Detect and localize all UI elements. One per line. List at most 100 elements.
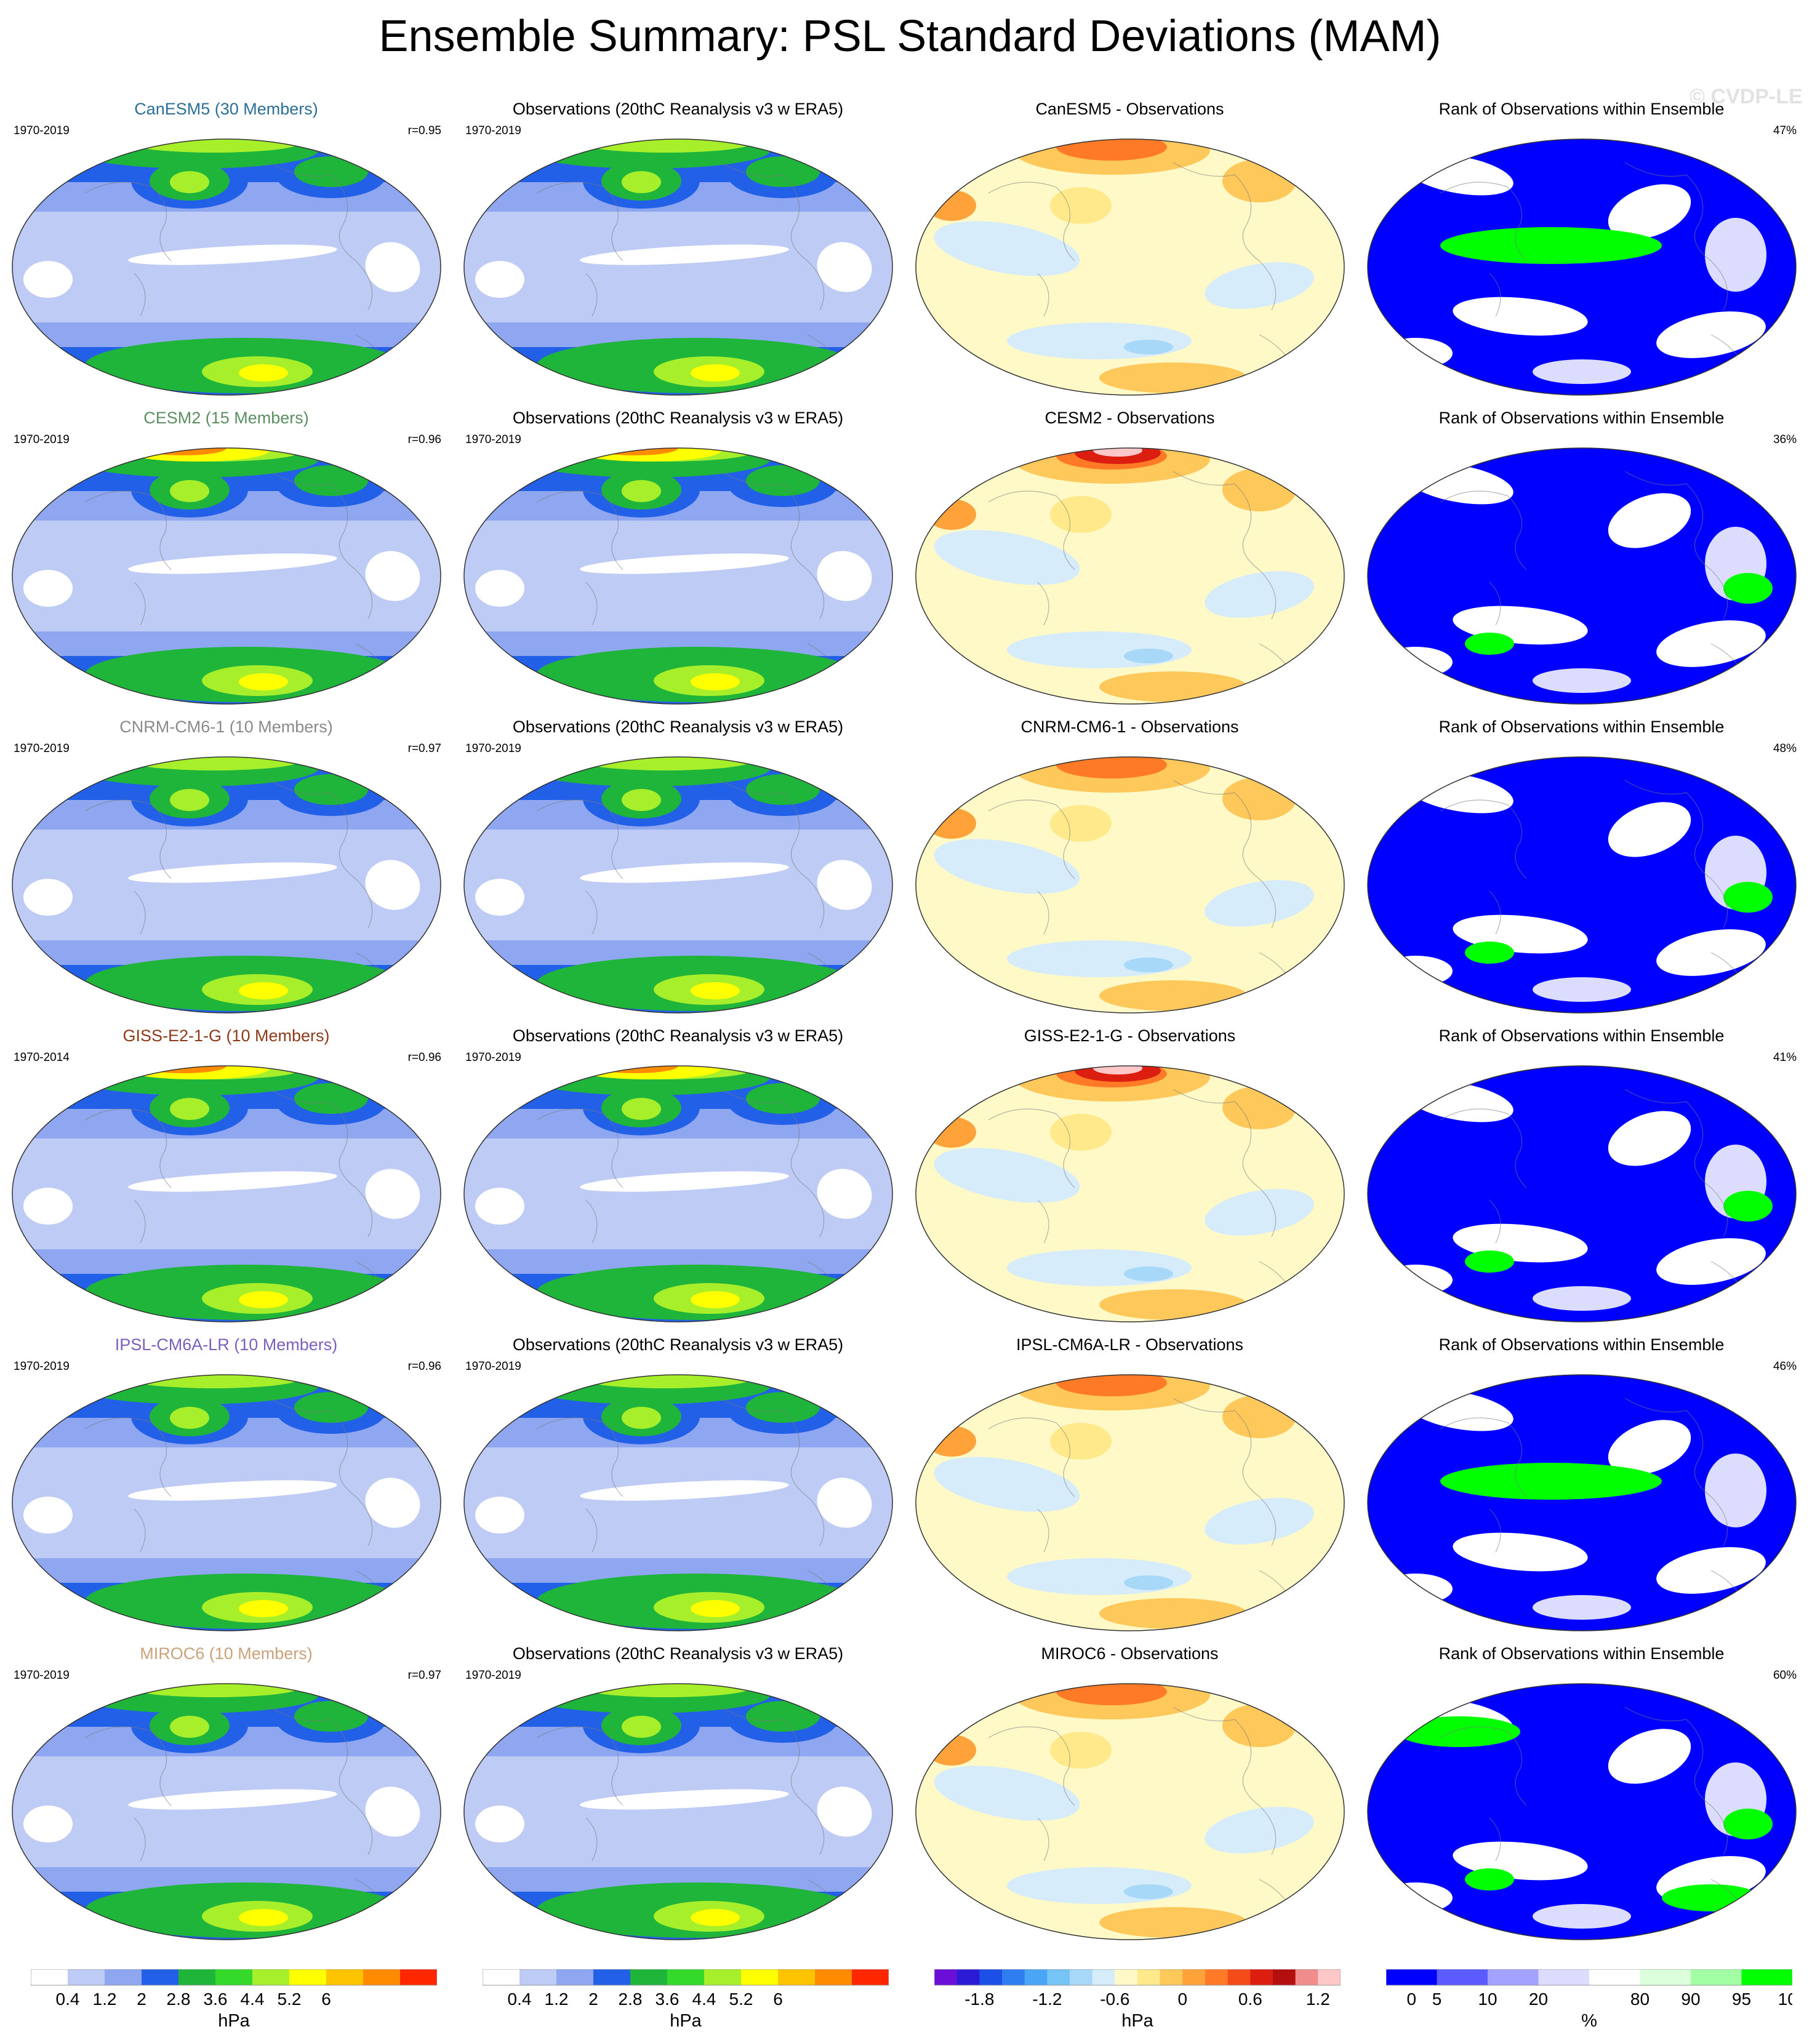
- colorbar-tick-label: 0: [1406, 1990, 1416, 2009]
- model-panel-title: CanESM5 (30 Members): [134, 100, 318, 118]
- watermark: © CVDP-LE: [1690, 85, 1803, 108]
- colorbar-tick-label: 4.4: [692, 1990, 716, 2009]
- colorbar-tick-label: 10: [1478, 1990, 1497, 2009]
- std-map: [12, 447, 441, 705]
- model-panel: IPSL-CM6A-LR (10 Members) 1970-2019 r=0.96: [0, 1335, 452, 1643]
- difference-panel-title: MIROC6 - Observations: [1041, 1644, 1219, 1663]
- model-panel: CNRM-CM6-1 (10 Members) 1970-2019 r=0.97: [0, 718, 452, 1025]
- figure-title: Ensemble Summary: PSL Standard Deviation…: [379, 12, 1441, 61]
- colorbar-tick-label: 3.6: [655, 1990, 679, 2009]
- colorbar-swatch: [68, 1969, 105, 1985]
- model-period: 1970-2019: [14, 433, 70, 446]
- rank-panel-title: Rank of Observations within Ensemble: [1438, 1644, 1725, 1663]
- std-map: [463, 756, 893, 1014]
- colorbar-tick-label: 2.8: [167, 1990, 191, 2009]
- colorbar-swatch: [483, 1969, 520, 1985]
- model-panel: MIROC6 (10 Members) 1970-2019 r=0.97: [0, 1644, 452, 1952]
- std-map: [12, 756, 441, 1014]
- colorbar-swatch: [1538, 1969, 1590, 1985]
- colorbar-swatch: [1092, 1969, 1115, 1985]
- colorbar-swatch: [1115, 1969, 1138, 1985]
- colorbar-swatch: [1318, 1969, 1341, 1985]
- colorbar-swatch: [1589, 1969, 1640, 1985]
- difference-panel-title: IPSL-CM6A-LR - Observations: [1016, 1335, 1244, 1354]
- model-panel-title: IPSL-CM6A-LR (10 Members): [114, 1335, 338, 1354]
- model-panel: CanESM5 (30 Members) 1970-2019 r=0.95: [0, 100, 452, 407]
- colorbar-swatch: [142, 1969, 179, 1985]
- colorbar-unit: hPa: [1121, 2011, 1153, 2031]
- colorbar-unit: hPa: [218, 2011, 250, 2031]
- model-panel-title: GISS-E2-1-G (10 Members): [122, 1026, 330, 1045]
- colorbar-swatch: [593, 1969, 631, 1985]
- colorbar-swatch: [556, 1969, 594, 1985]
- colorbar-tick-label: 2: [137, 1990, 146, 2009]
- colorbar-swatch: [1691, 1969, 1742, 1985]
- colorbar-tick-label: -0.6: [1100, 1990, 1129, 2009]
- colorbar-tick-label: 6: [321, 1990, 331, 2009]
- colorbar-tick-label: 90: [1681, 1990, 1700, 2009]
- colorbar-tick-label: 0.4: [508, 1990, 532, 2009]
- rank-map: [1367, 1065, 1797, 1322]
- colorbar-tick-label: 5.2: [729, 1990, 753, 2009]
- observations-period: 1970-2019: [465, 433, 521, 446]
- observations-panel-title: Observations (20thC Reanalysis v3 w ERA5…: [512, 1335, 844, 1354]
- colorbar-swatch: [1273, 1969, 1296, 1985]
- colorbar-swatch: [105, 1969, 142, 1985]
- colorbar-swatch: [178, 1969, 216, 1985]
- colorbar-swatch: [667, 1969, 705, 1985]
- diff-map: [915, 1683, 1345, 1940]
- colorbar-tick-label: 95: [1732, 1990, 1751, 2009]
- observations-panel-title: Observations (20thC Reanalysis v3 w ERA5…: [512, 1026, 844, 1045]
- colorbar-swatch: [1295, 1969, 1318, 1985]
- colorbar-unit: %: [1581, 2011, 1597, 2031]
- colorbar-swatch: [1205, 1969, 1229, 1985]
- rank-panel-title: Rank of Observations within Ensemble: [1438, 1026, 1725, 1045]
- observations-period: 1970-2019: [465, 1051, 521, 1064]
- colorbar-swatch: [1437, 1969, 1488, 1985]
- model-period: 1970-2014: [14, 1051, 70, 1064]
- observations-panel-title: Observations (20thC Reanalysis v3 w ERA5…: [512, 718, 844, 736]
- difference-panel-title: GISS-E2-1-G - Observations: [1024, 1026, 1236, 1045]
- std-map: [463, 138, 893, 396]
- diff-map: [915, 1065, 1345, 1322]
- colorbar-tick-label: 6: [773, 1990, 783, 2009]
- model-period: 1970-2019: [14, 124, 70, 137]
- rank-panel: Rank of Observations within Ensemble 46%: [1355, 1335, 1808, 1643]
- pattern-correlation: r=0.97: [407, 1669, 441, 1682]
- colorbar-obs-std: 0.4 1.2 2 2.8 3.6 4.4 5.2 6 hPa: [483, 1969, 889, 2031]
- observations-panel: Observations (20thC Reanalysis v3 w ERA5…: [452, 1644, 904, 1952]
- difference-panel: MIROC6 - Observations: [904, 1644, 1356, 1952]
- rank-percentage: 48%: [1773, 742, 1797, 755]
- colorbar-tick-label: 80: [1630, 1990, 1650, 2009]
- colorbar-swatch: [252, 1969, 290, 1985]
- colorbar-swatch: [1488, 1969, 1539, 1985]
- colorbar-tick-label: 1.2: [93, 1990, 117, 2009]
- colorbar-swatch: [1160, 1969, 1183, 1985]
- rank-panel: Rank of Observations within Ensemble 48%: [1355, 718, 1808, 1025]
- pattern-correlation: r=0.96: [407, 1051, 441, 1064]
- difference-panel-title: CNRM-CM6-1 - Observations: [1020, 718, 1239, 736]
- rank-panel: Rank of Observations within Ensemble 47%: [1355, 100, 1808, 407]
- colorbar-swatch: [363, 1969, 401, 1985]
- observations-period: 1970-2019: [465, 742, 521, 755]
- colorbar-swatch: [1386, 1969, 1437, 1985]
- rank-percentage: 60%: [1773, 1669, 1797, 1682]
- rank-map: [1367, 138, 1797, 396]
- colorbar-tick-label: 1.2: [1306, 1990, 1330, 2009]
- colorbar-tick-label: 0.4: [56, 1990, 80, 2009]
- colorbar-swatch: [1024, 1969, 1048, 1985]
- observations-period: 1970-2019: [465, 1669, 521, 1682]
- pattern-correlation: r=0.97: [407, 742, 441, 755]
- std-map: [463, 1683, 893, 1940]
- colorbar-swatch: [1047, 1969, 1070, 1985]
- rank-panel: Rank of Observations within Ensemble 36%: [1355, 409, 1808, 716]
- rank-percentage: 46%: [1773, 1360, 1797, 1373]
- colorbar-swatch: [289, 1969, 327, 1985]
- observations-panel: Observations (20thC Reanalysis v3 w ERA5…: [452, 409, 904, 716]
- colorbar-swatch: [215, 1969, 253, 1985]
- colorbar-swatch: [956, 1969, 980, 1985]
- observations-panel: Observations (20thC Reanalysis v3 w ERA5…: [452, 100, 904, 407]
- colorbar-swatch: [815, 1969, 852, 1985]
- colorbar-swatch: [1227, 1969, 1251, 1985]
- model-period: 1970-2019: [14, 1360, 70, 1373]
